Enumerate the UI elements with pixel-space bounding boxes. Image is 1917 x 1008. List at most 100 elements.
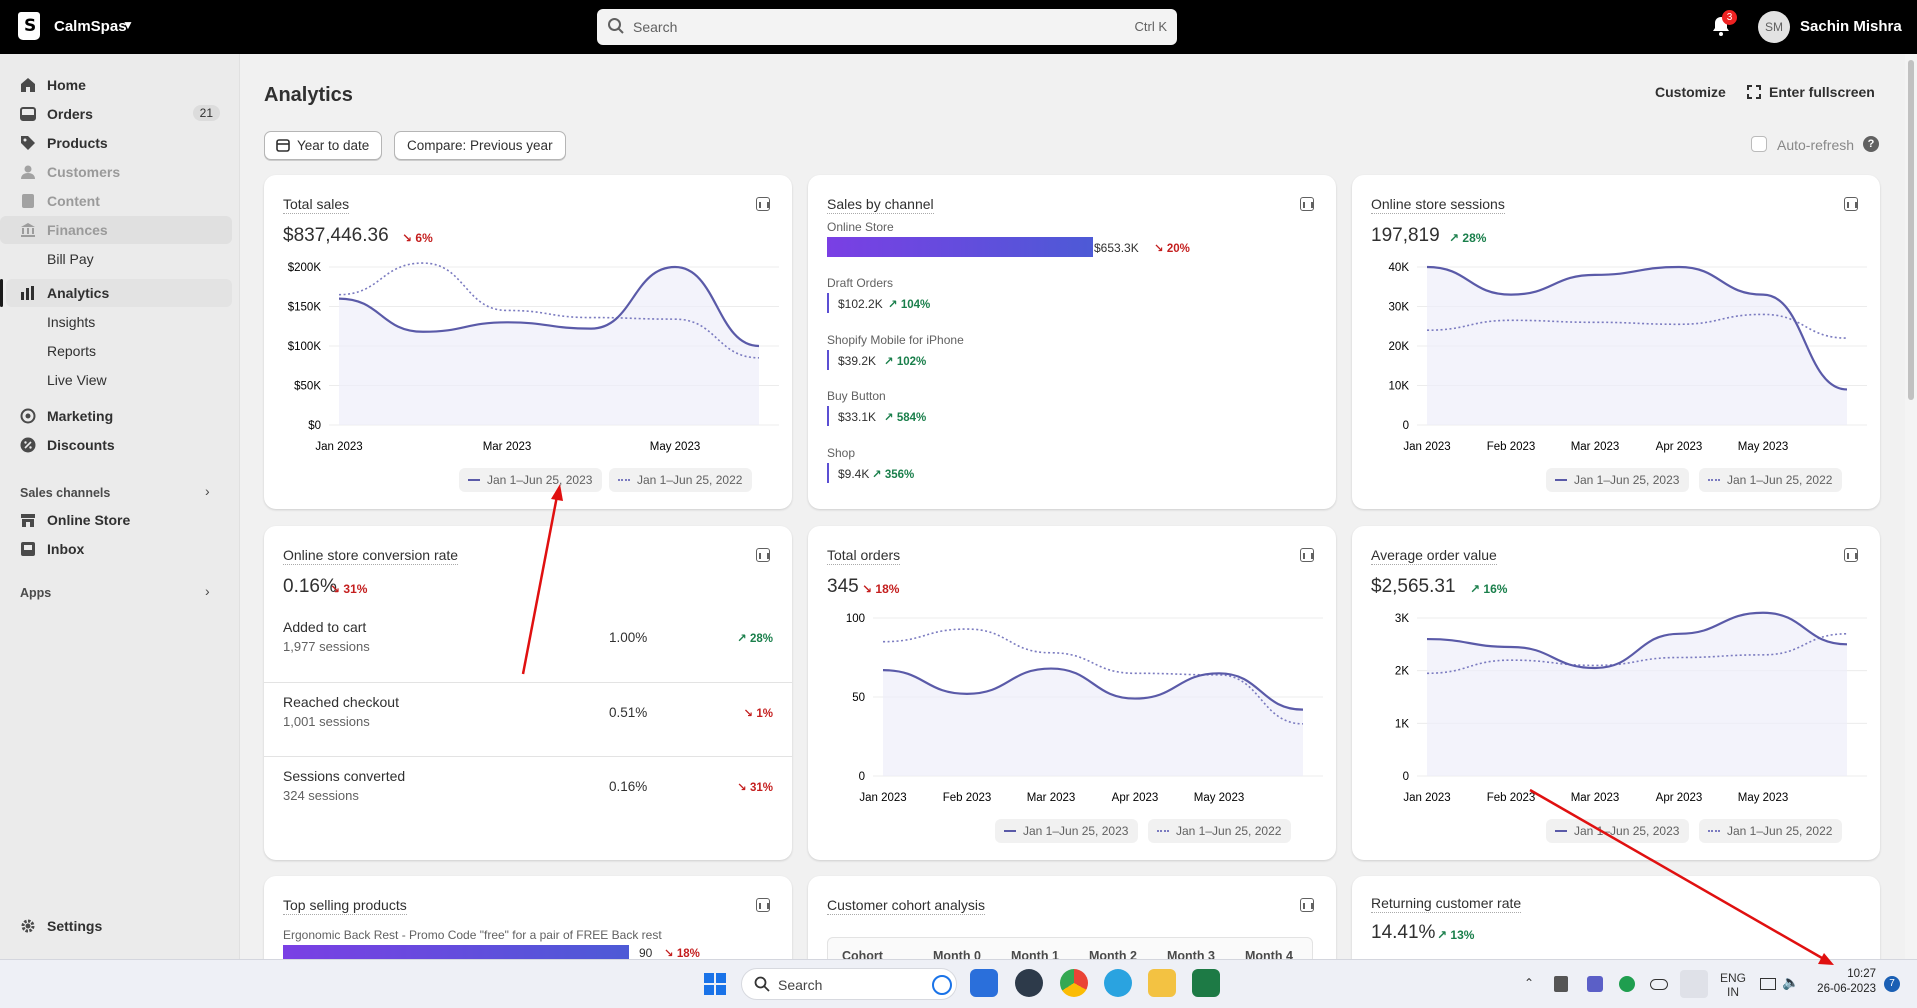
card-title[interactable]: Average order value xyxy=(1371,547,1497,565)
step-label: Sessions converted xyxy=(283,768,406,784)
customize-button[interactable]: Customize xyxy=(1655,84,1726,100)
apps-heading[interactable]: Apps xyxy=(20,586,52,600)
windows-start-icon[interactable] xyxy=(704,973,726,995)
chevron-up-icon[interactable]: ⌃ xyxy=(1524,976,1535,990)
help-icon[interactable]: ? xyxy=(1863,136,1879,152)
skype-icon[interactable] xyxy=(970,969,998,997)
chrome-icon[interactable] xyxy=(1060,969,1088,997)
chevron-right-icon[interactable]: › xyxy=(205,483,210,499)
sidebar-item-orders[interactable]: Orders 21 xyxy=(0,100,232,128)
sidebar-item-reports[interactable]: Reports xyxy=(0,337,232,365)
fullscreen-button[interactable]: Enter fullscreen xyxy=(1769,84,1875,100)
x-tick-label: Feb 2023 xyxy=(1487,792,1536,804)
telegram-icon[interactable] xyxy=(1104,969,1132,997)
legend-previous[interactable]: Jan 1–Jun 25, 2022 xyxy=(1699,819,1843,843)
sidebar-item-content[interactable]: Content xyxy=(0,187,232,215)
excel-icon[interactable] xyxy=(1192,969,1220,997)
card-title[interactable]: Total sales xyxy=(283,196,350,214)
fullscreen-icon[interactable] xyxy=(1747,85,1761,99)
card-title[interactable]: Customer cohort analysis xyxy=(827,897,985,915)
network-icon[interactable] xyxy=(1760,978,1776,990)
sidebar-item-online-store[interactable]: Online Store xyxy=(0,506,232,534)
sidebar-item-inbox[interactable]: Inbox xyxy=(0,535,232,563)
delta-value: 6% xyxy=(415,231,433,245)
product-name: Ergonomic Back Rest - Promo Code "free" … xyxy=(283,928,662,942)
x-tick-label: Jan 2023 xyxy=(1403,441,1450,453)
sidebar-item-discounts[interactable]: Discounts xyxy=(0,431,232,459)
sidebar-item-home[interactable]: Home xyxy=(0,71,232,99)
legend-current[interactable]: Jan 1–Jun 25, 2023 xyxy=(995,819,1139,843)
card-title[interactable]: Total orders xyxy=(827,547,901,565)
delta-value: 104% xyxy=(900,299,931,311)
y-tick-label: $0 xyxy=(308,420,321,432)
app-icon[interactable] xyxy=(1015,969,1043,997)
store-switcher-chevron-icon[interactable]: ▼ xyxy=(122,18,134,32)
card-title[interactable]: Top selling products xyxy=(283,897,407,915)
chart-icon[interactable] xyxy=(756,898,770,912)
card-title[interactable]: Returning customer rate xyxy=(1371,895,1522,913)
sidebar-item-label: Customers xyxy=(47,164,121,180)
search-bar[interactable]: Search Ctrl K xyxy=(597,9,1177,45)
legend-previous[interactable]: Jan 1–Jun 25, 2022 xyxy=(1699,468,1843,492)
volume-icon[interactable]: 🔈 xyxy=(1782,974,1800,990)
chart-icon[interactable] xyxy=(1300,548,1314,562)
chart-icon[interactable] xyxy=(1300,898,1314,912)
legend-current[interactable]: Jan 1–Jun 25, 2023 xyxy=(1546,468,1690,492)
chart-icon[interactable] xyxy=(756,197,770,211)
x-tick-label: Mar 2023 xyxy=(483,441,532,453)
store-name[interactable]: CalmSpas xyxy=(54,18,127,35)
sidebar-item-finances[interactable]: Finances xyxy=(0,216,232,244)
legend-previous[interactable]: Jan 1–Jun 25, 2022 xyxy=(609,468,753,492)
scrollbar-thumb[interactable] xyxy=(1908,60,1914,400)
security-icon[interactable] xyxy=(1619,976,1635,992)
returning-delta: ↗ 13% xyxy=(1437,928,1475,942)
chart-icon[interactable] xyxy=(1300,197,1314,211)
page-scrollbar[interactable] xyxy=(1905,54,1917,959)
auto-refresh-checkbox[interactable] xyxy=(1751,136,1767,152)
page-title: Analytics xyxy=(264,84,353,106)
chevron-right-icon[interactable]: › xyxy=(205,583,210,599)
chart-icon[interactable] xyxy=(1844,548,1858,562)
card-title[interactable]: Sales by channel xyxy=(827,196,934,214)
series-line-previous xyxy=(1426,633,1848,675)
date-range-button[interactable]: Year to date xyxy=(264,131,383,160)
chart-icon[interactable] xyxy=(756,548,770,562)
sidebar-item-bill-pay[interactable]: Bill Pay xyxy=(0,245,232,273)
card-title[interactable]: Online store sessions xyxy=(1371,196,1505,214)
document-icon xyxy=(22,194,34,208)
sales-channels-heading[interactable]: Sales channels xyxy=(20,486,111,500)
file-explorer-icon[interactable] xyxy=(1148,969,1176,997)
sidebar-item-insights[interactable]: Insights xyxy=(0,308,232,336)
channel-name: Online Store xyxy=(827,220,894,234)
x-tick-label: May 2023 xyxy=(1194,792,1245,804)
pen-app-icon[interactable] xyxy=(1680,970,1708,998)
sidebar-item-live-view[interactable]: Live View xyxy=(0,366,232,394)
legend-current[interactable]: Jan 1–Jun 25, 2023 xyxy=(1546,819,1690,843)
legend-previous[interactable]: Jan 1–Jun 25, 2022 xyxy=(1148,819,1292,843)
channel-bar xyxy=(827,463,829,483)
sidebar-item-analytics[interactable]: Analytics xyxy=(6,279,232,307)
delta-value: 18% xyxy=(875,582,900,596)
teams-icon[interactable] xyxy=(1587,976,1603,992)
y-tick-label: 100 xyxy=(846,613,865,625)
search-shortcut: Ctrl K xyxy=(1134,19,1168,34)
system-clock[interactable]: 10:27 26-06-2023 xyxy=(1812,968,1876,995)
notification-count-badge[interactable]: 7 xyxy=(1884,976,1900,992)
sidebar-item-settings[interactable]: Settings xyxy=(0,912,232,940)
region-line: IN xyxy=(1727,985,1739,999)
card-title[interactable]: Online store conversion rate xyxy=(283,547,459,565)
user-name[interactable]: Sachin Mishra xyxy=(1800,18,1902,35)
compare-button[interactable]: Compare: Previous year xyxy=(394,131,566,160)
main-content: Analytics Customize Enter fullscreen Yea… xyxy=(241,54,1903,976)
tray-app-icon[interactable] xyxy=(1554,976,1568,992)
sidebar-item-customers[interactable]: Customers xyxy=(0,158,232,186)
onedrive-icon[interactable] xyxy=(1650,979,1668,990)
language-indicator[interactable]: ENG IN xyxy=(1718,971,1748,999)
shopify-logo[interactable] xyxy=(18,12,40,40)
sidebar-item-marketing[interactable]: Marketing xyxy=(0,402,232,430)
legend-current[interactable]: Jan 1–Jun 25, 2023 xyxy=(459,468,603,492)
taskbar-search[interactable]: Search xyxy=(741,968,957,1000)
chart-icon[interactable] xyxy=(1844,197,1858,211)
avatar[interactable]: SM xyxy=(1758,11,1790,43)
sidebar-item-products[interactable]: Products xyxy=(0,129,232,157)
